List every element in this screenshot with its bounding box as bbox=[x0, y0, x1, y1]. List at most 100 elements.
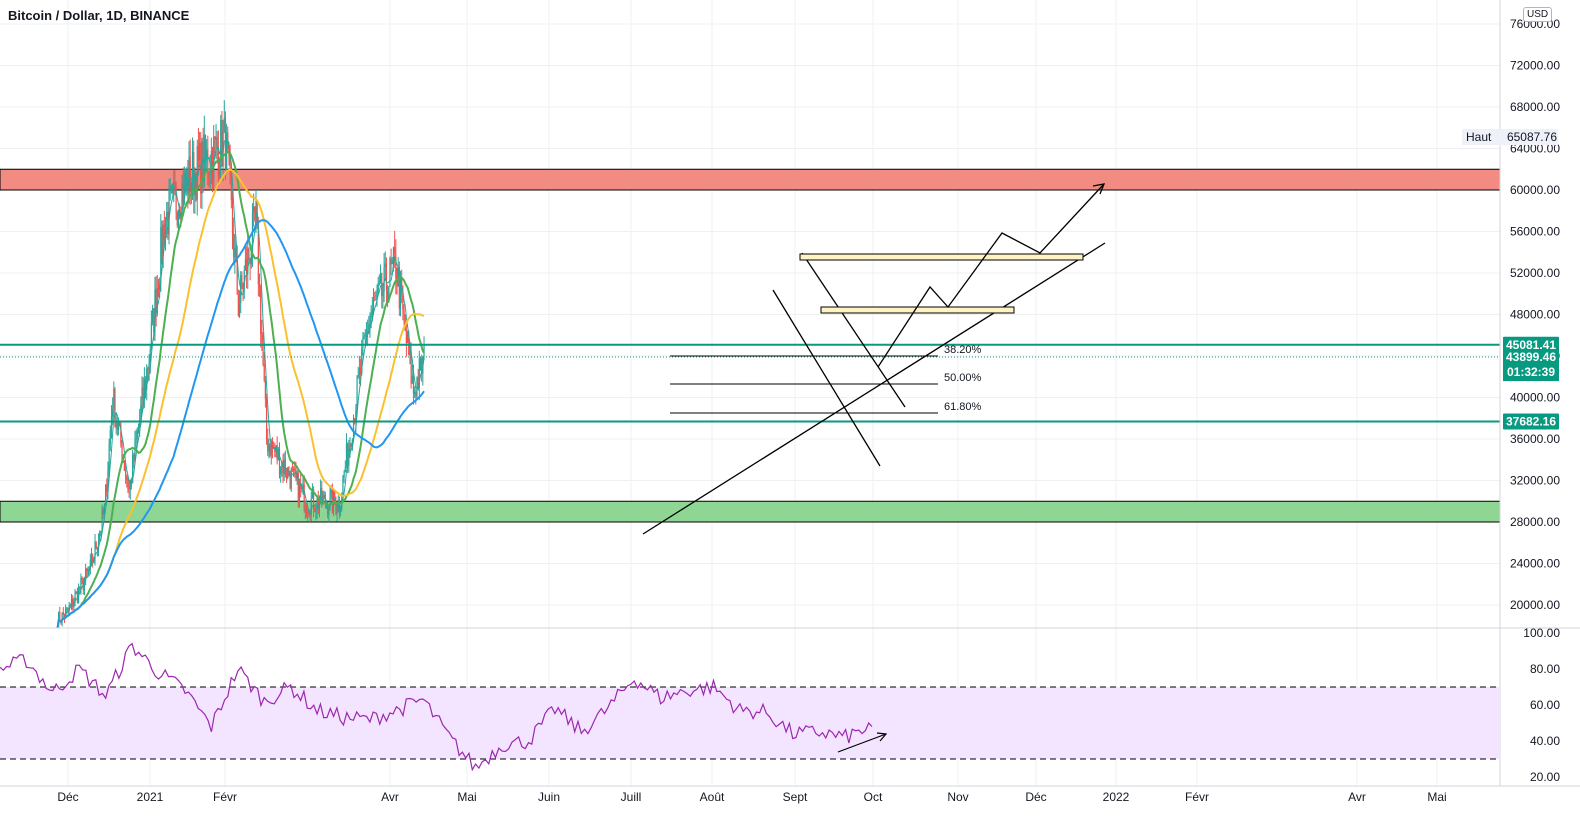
time-label-1: 2021 bbox=[137, 790, 164, 804]
candle-body bbox=[126, 475, 128, 480]
candle-body bbox=[317, 497, 319, 510]
candle-body bbox=[171, 185, 174, 188]
candle-body bbox=[106, 484, 108, 493]
candle-body bbox=[107, 469, 109, 493]
candle-body bbox=[269, 444, 271, 456]
candle-body bbox=[289, 475, 291, 489]
candle-body bbox=[285, 474, 288, 479]
candle-body bbox=[356, 377, 358, 411]
candle-body bbox=[394, 247, 396, 254]
candle-body bbox=[160, 227, 162, 284]
price-pane bbox=[56, 100, 425, 628]
candle-body bbox=[175, 188, 177, 213]
candle-body bbox=[271, 440, 274, 448]
candle-body bbox=[76, 591, 78, 603]
candle-body bbox=[367, 331, 369, 334]
candle-body bbox=[230, 174, 232, 201]
candle-body bbox=[201, 141, 203, 194]
candle-body bbox=[117, 425, 120, 430]
candle-body bbox=[256, 201, 258, 224]
candle-body bbox=[302, 484, 304, 488]
candle-body bbox=[423, 345, 425, 357]
candle-body bbox=[311, 489, 313, 499]
candle-body bbox=[105, 484, 107, 506]
fib-label-2: 61.80% bbox=[944, 401, 982, 413]
candle-body bbox=[365, 331, 368, 335]
candle-body bbox=[374, 300, 376, 302]
candle-body bbox=[68, 605, 70, 611]
candle-body bbox=[89, 559, 91, 570]
currency-badge[interactable]: USD bbox=[1523, 7, 1553, 22]
ma-long-line bbox=[56, 219, 425, 628]
candle-body bbox=[174, 182, 176, 189]
price-tick-1: 72000.00 bbox=[1510, 59, 1560, 73]
candle-body bbox=[79, 587, 81, 590]
candle-body bbox=[155, 289, 157, 314]
candle-body bbox=[391, 260, 393, 265]
time-label-5: Juin bbox=[538, 790, 560, 804]
candle-body bbox=[179, 210, 181, 218]
candle-body bbox=[385, 263, 388, 291]
candle-body bbox=[291, 469, 294, 471]
candle-body bbox=[170, 187, 172, 190]
level-lower-tag: 37682.16 bbox=[1506, 415, 1556, 429]
candle-body bbox=[331, 489, 333, 513]
ma-fast-line bbox=[57, 138, 425, 628]
candle-body bbox=[231, 200, 234, 234]
candle-body bbox=[182, 183, 184, 204]
candle-body bbox=[357, 375, 359, 378]
candle-body bbox=[419, 357, 422, 359]
candle-body bbox=[383, 267, 385, 292]
time-label-7: Août bbox=[700, 790, 725, 804]
candle-body bbox=[197, 145, 200, 161]
candle-body bbox=[244, 259, 247, 271]
candle-body bbox=[63, 614, 66, 618]
candle-body bbox=[347, 443, 349, 466]
candle-body bbox=[124, 470, 127, 476]
candle-body bbox=[186, 171, 188, 185]
candle-body bbox=[153, 308, 155, 332]
candle-body bbox=[96, 548, 98, 550]
price-tick-2: 68000.00 bbox=[1510, 100, 1560, 114]
candle-body bbox=[402, 293, 404, 310]
candle-body bbox=[210, 151, 212, 174]
price-tick-5: 56000.00 bbox=[1510, 225, 1560, 239]
candle-body bbox=[72, 598, 74, 608]
candle-body bbox=[176, 212, 178, 226]
candle-body bbox=[388, 286, 390, 302]
candle-body bbox=[135, 438, 137, 440]
high-tag-bg bbox=[1462, 129, 1558, 145]
candle-body bbox=[308, 512, 310, 514]
candle-body bbox=[276, 445, 278, 460]
candle-body bbox=[363, 336, 365, 338]
candle-body bbox=[66, 607, 68, 609]
price-tick-11: 32000.00 bbox=[1510, 474, 1560, 488]
rsi-tick-0: 100.00 bbox=[1523, 626, 1560, 640]
candle-body bbox=[113, 389, 115, 409]
candle-body bbox=[115, 422, 117, 427]
time-label-14: Avr bbox=[1348, 790, 1366, 804]
candle-body bbox=[181, 183, 183, 220]
candle-body bbox=[85, 568, 87, 580]
candle-body bbox=[264, 380, 266, 399]
candle-body bbox=[389, 258, 391, 287]
symbol-title: Bitcoin / Dollar, 1D, BINANCE bbox=[8, 8, 190, 23]
candle-body bbox=[216, 137, 218, 149]
candle-body bbox=[62, 612, 64, 615]
candle-body bbox=[405, 330, 407, 344]
candle-body bbox=[348, 447, 350, 466]
support-zone bbox=[0, 500, 1501, 523]
candle-body bbox=[164, 221, 167, 241]
candle-body bbox=[100, 531, 102, 533]
price-tick-14: 20000.00 bbox=[1510, 598, 1560, 612]
fib-label-0: 38.20% bbox=[944, 344, 982, 356]
candle-body bbox=[189, 156, 191, 193]
candle-body bbox=[290, 469, 292, 489]
candle-body bbox=[309, 513, 311, 516]
candle-body bbox=[143, 379, 145, 400]
candle-body bbox=[159, 283, 161, 290]
candle-body bbox=[281, 461, 283, 468]
candle-body bbox=[154, 289, 156, 332]
